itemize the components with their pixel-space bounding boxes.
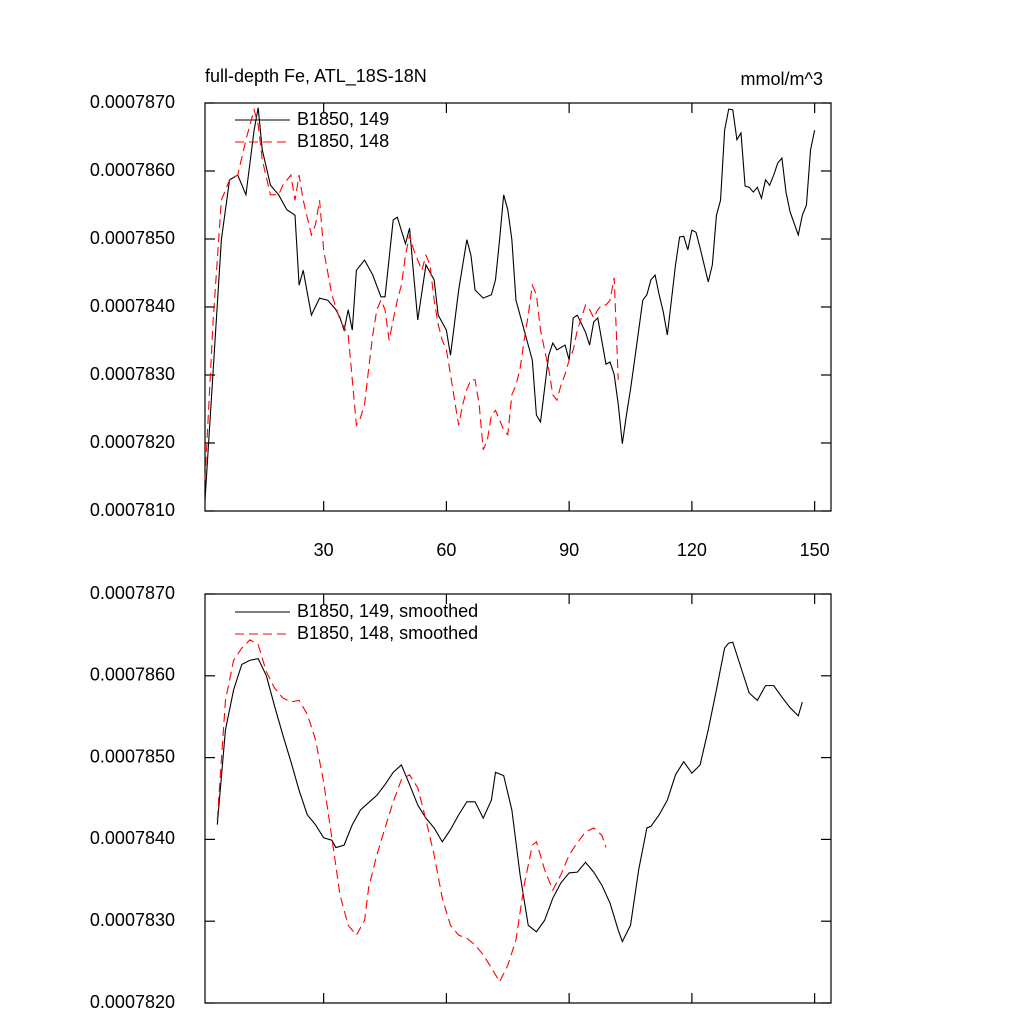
y-tick-label: 0.0007870 [90, 92, 175, 112]
x-tick-label: 90 [559, 540, 579, 560]
plot-frame [204, 593, 832, 1004]
chart-title: full-depth Fe, ATL_18S-18N [205, 66, 427, 87]
legend-label: B1850, 148 [297, 131, 389, 151]
legend-label: B1850, 148, smoothed [297, 623, 478, 643]
x-tick-label: 150 [800, 540, 830, 560]
series-line [204, 107, 816, 501]
y-tick-label: 0.0007850 [90, 746, 175, 766]
y-tick-label: 0.0007860 [90, 160, 175, 180]
y-tick-label: 0.0007820 [90, 432, 175, 452]
legend-label: B1850, 149, smoothed [297, 601, 478, 621]
y-tick-label: 0.0007870 [90, 583, 175, 603]
y-tick-label: 0.0007840 [90, 296, 175, 316]
x-tick-label: 60 [436, 540, 456, 560]
y-tick-label: 0.0007840 [90, 828, 175, 848]
x-tick-label: 120 [677, 540, 707, 560]
y-tick-label: 0.0007860 [90, 665, 175, 685]
y-tick-label: 0.0007850 [90, 228, 175, 248]
legend-label: B1850, 149 [297, 109, 389, 129]
y-tick-label: 0.0007820 [90, 992, 175, 1012]
y-tick-label: 0.0007810 [90, 500, 175, 520]
series-line [216, 641, 803, 944]
y-tick-label: 0.0007830 [90, 910, 175, 930]
series-line [204, 107, 619, 480]
y-tick-label: 0.0007830 [90, 364, 175, 384]
x-tick-label: 30 [314, 540, 334, 560]
units-label: mmol/m^3 [741, 69, 823, 89]
series-line [216, 639, 607, 983]
